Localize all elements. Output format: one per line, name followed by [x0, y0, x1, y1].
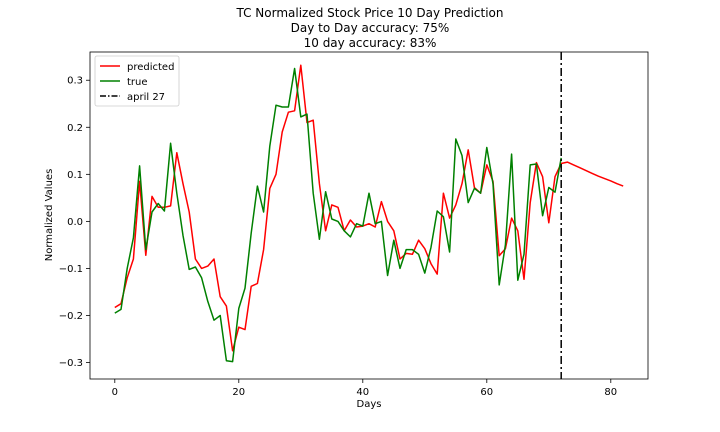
legend: predicted true april 27	[94, 55, 180, 107]
series-line-true	[114, 67, 562, 363]
y-tick-label: −0.2	[59, 311, 83, 322]
x-tick-label: 40	[356, 387, 369, 398]
y-tick-label: 0.2	[67, 123, 83, 134]
x-tick-label: 80	[604, 387, 617, 398]
title-line-1: TC Normalized Stock Price 10 Day Predict…	[235, 6, 503, 20]
legend-box	[94, 55, 180, 107]
legend-label-predicted: predicted	[127, 62, 174, 73]
y-axis-ticks: −0.3 −0.2 −0.1 0.0 0.1 0.2 0.3	[59, 76, 90, 369]
legend-label-true: true	[127, 77, 148, 88]
x-tick-label: 60	[480, 387, 493, 398]
y-tick-label: 0.3	[67, 76, 83, 87]
y-tick-label: 0.0	[67, 217, 83, 228]
legend-label-april-27: april 27	[127, 92, 165, 103]
y-axis-label: Normalized Values	[44, 169, 55, 262]
title-line-2: Day to Day accuracy: 75%	[291, 21, 450, 35]
series-line-predicted	[114, 64, 624, 352]
y-tick-label: −0.1	[59, 264, 83, 275]
plot-area	[89, 51, 649, 380]
chart-title: TC Normalized Stock Price 10 Day Predict…	[235, 6, 503, 50]
y-tick-label: −0.3	[59, 358, 83, 369]
x-tick-label: 0	[112, 387, 118, 398]
x-axis-label: Days	[357, 399, 382, 410]
title-line-3: 10 day accuracy: 83%	[304, 36, 437, 50]
y-tick-label: 0.1	[67, 170, 83, 181]
series-group	[114, 64, 624, 363]
x-tick-label: 20	[232, 387, 245, 398]
x-axis-ticks: 0 20 40 60 80	[112, 379, 617, 398]
